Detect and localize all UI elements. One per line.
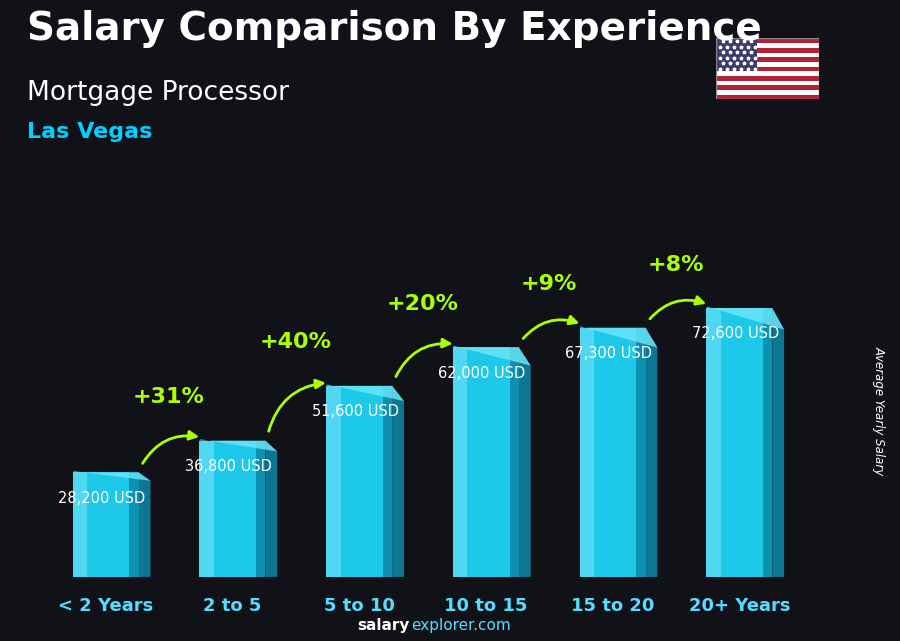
Bar xyxy=(326,386,341,577)
Text: salary: salary xyxy=(357,619,410,633)
Bar xyxy=(716,38,819,43)
Text: 15 to 20: 15 to 20 xyxy=(571,597,654,615)
Bar xyxy=(453,347,467,577)
Polygon shape xyxy=(518,347,531,577)
Text: +8%: +8% xyxy=(648,254,704,275)
Bar xyxy=(73,472,87,577)
Bar xyxy=(706,308,721,577)
Bar xyxy=(200,440,214,577)
Bar xyxy=(716,53,819,57)
Bar xyxy=(130,472,139,577)
Polygon shape xyxy=(580,326,657,347)
Bar xyxy=(256,440,266,577)
Polygon shape xyxy=(139,472,150,577)
Text: 28,200 USD: 28,200 USD xyxy=(58,491,146,506)
Text: 5 to 10: 5 to 10 xyxy=(324,597,394,615)
Text: Mortgage Processor: Mortgage Processor xyxy=(27,80,289,106)
Text: Las Vegas: Las Vegas xyxy=(27,122,152,142)
Text: 62,000 USD: 62,000 USD xyxy=(438,365,526,381)
Bar xyxy=(716,57,819,62)
Text: Average Yearly Salary: Average Yearly Salary xyxy=(873,345,886,475)
Text: 67,300 USD: 67,300 USD xyxy=(565,346,652,361)
Text: 51,600 USD: 51,600 USD xyxy=(311,404,399,419)
Polygon shape xyxy=(706,307,784,329)
Text: 20+ Years: 20+ Years xyxy=(688,597,790,615)
Text: explorer.com: explorer.com xyxy=(411,619,511,633)
Bar xyxy=(580,328,594,577)
Polygon shape xyxy=(453,346,531,365)
Text: 2 to 5: 2 to 5 xyxy=(203,597,262,615)
Polygon shape xyxy=(392,386,404,577)
Bar xyxy=(763,308,772,577)
Polygon shape xyxy=(645,328,657,577)
Text: 72,600 USD: 72,600 USD xyxy=(692,326,779,342)
Bar xyxy=(716,76,819,81)
Bar xyxy=(716,43,819,48)
Polygon shape xyxy=(772,308,784,577)
Polygon shape xyxy=(73,471,150,481)
Bar xyxy=(716,48,819,53)
Bar xyxy=(509,347,518,577)
Bar xyxy=(716,67,819,71)
Bar xyxy=(716,90,819,95)
Bar xyxy=(706,308,772,577)
Bar xyxy=(200,440,266,577)
Bar xyxy=(716,38,757,71)
Bar xyxy=(73,472,139,577)
Bar xyxy=(580,328,645,577)
Text: < 2 Years: < 2 Years xyxy=(58,597,153,615)
Bar xyxy=(716,62,819,67)
Bar xyxy=(716,95,819,99)
Bar xyxy=(636,328,645,577)
Text: +31%: +31% xyxy=(133,387,205,407)
Bar xyxy=(326,386,392,577)
Text: +40%: +40% xyxy=(260,333,332,353)
Text: +20%: +20% xyxy=(386,294,458,314)
Bar xyxy=(716,81,819,85)
Bar xyxy=(453,347,518,577)
Text: Salary Comparison By Experience: Salary Comparison By Experience xyxy=(27,10,761,47)
Text: 36,800 USD: 36,800 USD xyxy=(185,459,272,474)
Polygon shape xyxy=(326,385,404,401)
Polygon shape xyxy=(266,440,277,577)
Bar xyxy=(716,85,819,90)
Text: +9%: +9% xyxy=(521,274,578,294)
Text: 10 to 15: 10 to 15 xyxy=(445,597,527,615)
Polygon shape xyxy=(200,439,277,451)
Bar xyxy=(716,71,819,76)
Bar xyxy=(382,386,392,577)
